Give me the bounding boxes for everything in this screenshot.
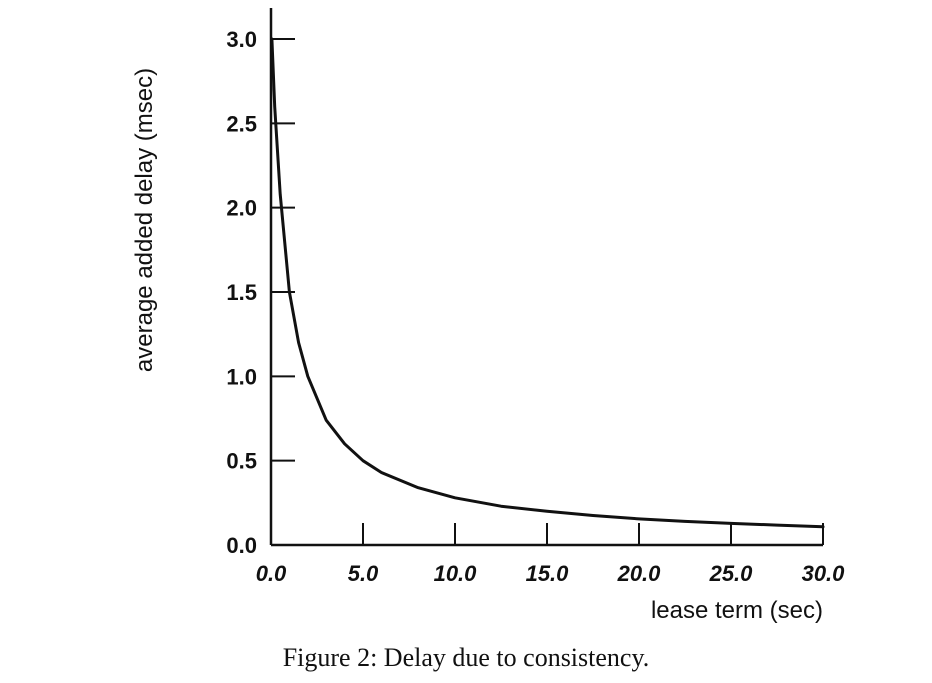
x-tick-label: 25.0	[709, 561, 754, 586]
y-tick-label: 1.0	[226, 364, 257, 389]
x-tick-label: 10.0	[434, 561, 478, 586]
chart: 0.0 0.5 1.0 1.5 2.0 2.5 3.0 0.0 5.0 10.0 15.0 20.0 2…	[131, 8, 846, 624]
delay-curve	[270, 37, 825, 529]
figure-caption: Figure 2: Delay due to consistency.	[282, 643, 650, 672]
y-axis-title: average added delay (msec)	[131, 68, 158, 372]
y-tick-label: 3.0	[226, 27, 257, 52]
x-tick-label: 15.0	[526, 561, 570, 586]
y-tick-label: 2.0	[226, 196, 257, 221]
x-tick-label: 30.0	[802, 561, 846, 586]
y-tick-label: 1.5	[226, 280, 257, 305]
x-axis-title: lease term (sec)	[651, 597, 823, 624]
y-tick-label: 0.0	[226, 533, 257, 558]
y-tick-label: 0.5	[226, 449, 257, 474]
x-tick-label: 20.0	[617, 561, 662, 586]
y-tick-label: 2.5	[226, 111, 257, 136]
x-tick-label: 0.0	[256, 561, 287, 586]
x-tick-label: 5.0	[348, 561, 379, 586]
